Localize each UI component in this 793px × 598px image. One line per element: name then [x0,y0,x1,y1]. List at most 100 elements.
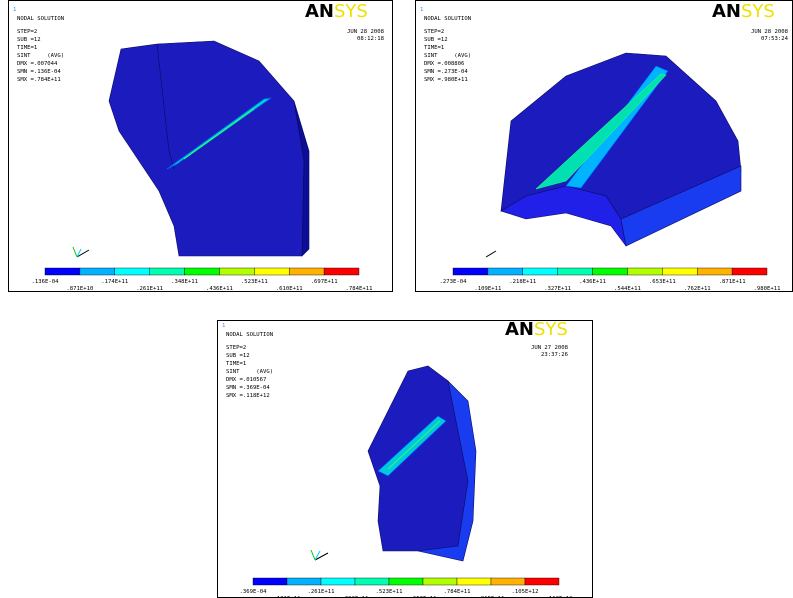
model-face [109,41,304,256]
plot-info: SMX =.980E+11 [424,77,468,83]
logo-right: SYS [534,321,568,340]
plot-info: TIME=1 [226,361,246,367]
colorbar-label: .871E+11 [719,279,746,285]
plot-date: JUN 27 2008 [531,345,569,351]
plot-number: 1 [13,7,16,13]
plot-info: STEP=2 [226,345,246,351]
colorbar-label: .261E+11 [136,286,163,292]
colorbar-label: .544E+11 [614,286,641,292]
colorbar-swatch [662,268,697,275]
colorbar-swatch [355,578,389,585]
colorbar-swatch [453,268,488,275]
colorbar-swatch [593,268,628,275]
colorbar-swatch [324,268,359,275]
colorbar-swatch [45,268,80,275]
plot-date: JUN 28 2008 [347,29,385,35]
plot-info: STEP=2 [424,29,444,35]
colorbar-swatch [115,268,150,275]
colorbar-label: .523E+11 [241,279,268,285]
colorbar-swatch [389,578,423,585]
colorbar-swatch [289,268,324,275]
colorbar-label: .653E+11 [649,279,676,285]
colorbar-label: .697E+11 [311,279,338,285]
logo-left: AN [505,321,534,340]
plot-number: 1 [420,7,423,13]
plot-title: NODAL SOLUTION [226,332,273,338]
plot-info: SINT (AVG) [424,53,471,59]
colorbar-swatch [254,268,289,275]
colorbar-label: .105E+12 [512,589,539,595]
plot-info: SMX =.784E+11 [17,77,61,83]
colorbar-label: .174E+11 [101,279,128,285]
colorbar-label: .784E+11 [444,589,471,595]
colorbar-swatch [457,578,491,585]
page: 1NODAL SOLUTIONSTEP=2SUB =12TIME=1SINT (… [0,0,793,598]
plot-info: SINT (AVG) [17,53,64,59]
colorbar-swatch [80,268,115,275]
colorbar-swatch [697,268,732,275]
colorbar-swatch [491,578,525,585]
plot-title: NODAL SOLUTION [424,16,471,22]
colorbar-label: .109E+11 [474,286,501,292]
plot-info: SUB =12 [424,37,448,43]
colorbar-label: .523E+11 [376,589,403,595]
logo-left: AN [305,1,334,22]
plot-date: JUN 28 2008 [751,29,789,35]
plot-title: NODAL SOLUTION [17,16,64,22]
colorbar-label: .136E-04 [32,279,60,285]
plot-info: TIME=1 [424,45,444,51]
plot-info: TIME=1 [17,45,37,51]
plot-info: DMX =.008806 [424,61,464,67]
colorbar-label: .218E+11 [509,279,536,285]
logo-right: SYS [741,1,775,22]
colorbar-label: .871E+10 [66,286,93,292]
plot-time: 08:12:18 [357,36,385,42]
plot-info: SMN =.136E-04 [17,69,61,75]
plot-info: SMX =.118E+12 [226,393,270,399]
colorbar-label: .369E-04 [240,589,268,595]
colorbar-label: .762E+11 [684,286,711,292]
colorbar-swatch [150,268,185,275]
plot-info: DMX =.007044 [17,61,58,67]
triad [73,247,89,257]
colorbar-swatch [321,578,355,585]
colorbar-swatch [287,578,321,585]
plot-info: SUB =12 [17,37,41,43]
colorbar-label: .436E+11 [206,286,233,292]
logo-left: AN [712,1,741,22]
colorbar-label: .273E-04 [440,279,468,285]
colorbar-label: .436E+11 [579,279,606,285]
colorbar-label: .610E+11 [276,286,303,292]
plot-info: SMN =.369E-04 [226,385,270,391]
colorbar-swatch [488,268,523,275]
plot-time: 07:53:24 [761,36,789,42]
plot-info: DMX =.010567 [226,377,266,383]
colorbar-swatch [253,578,287,585]
plot-info: SMN =.273E-04 [424,69,468,75]
colorbar-swatch [219,268,254,275]
colorbar-swatch [627,268,662,275]
colorbar-swatch [732,268,767,275]
colorbar-swatch [525,578,559,585]
colorbar-label: .784E+11 [346,286,373,292]
colorbar-swatch [423,578,457,585]
colorbar-label: .348E+11 [171,279,198,285]
colorbar-swatch [523,268,558,275]
plot-info: SINT (AVG) [226,369,273,375]
colorbar-label: .327E+11 [544,286,571,292]
colorbar-label: .261E+11 [308,589,335,595]
plot-number: 1 [222,323,225,329]
colorbar-label: .980E+11 [754,286,781,292]
plot-info: SUB =12 [226,353,250,359]
triad [486,251,496,257]
plot-time: 23:37:26 [541,352,568,358]
colorbar-swatch [558,268,593,275]
logo-right: SYS [334,1,368,22]
colorbar-swatch [185,268,220,275]
